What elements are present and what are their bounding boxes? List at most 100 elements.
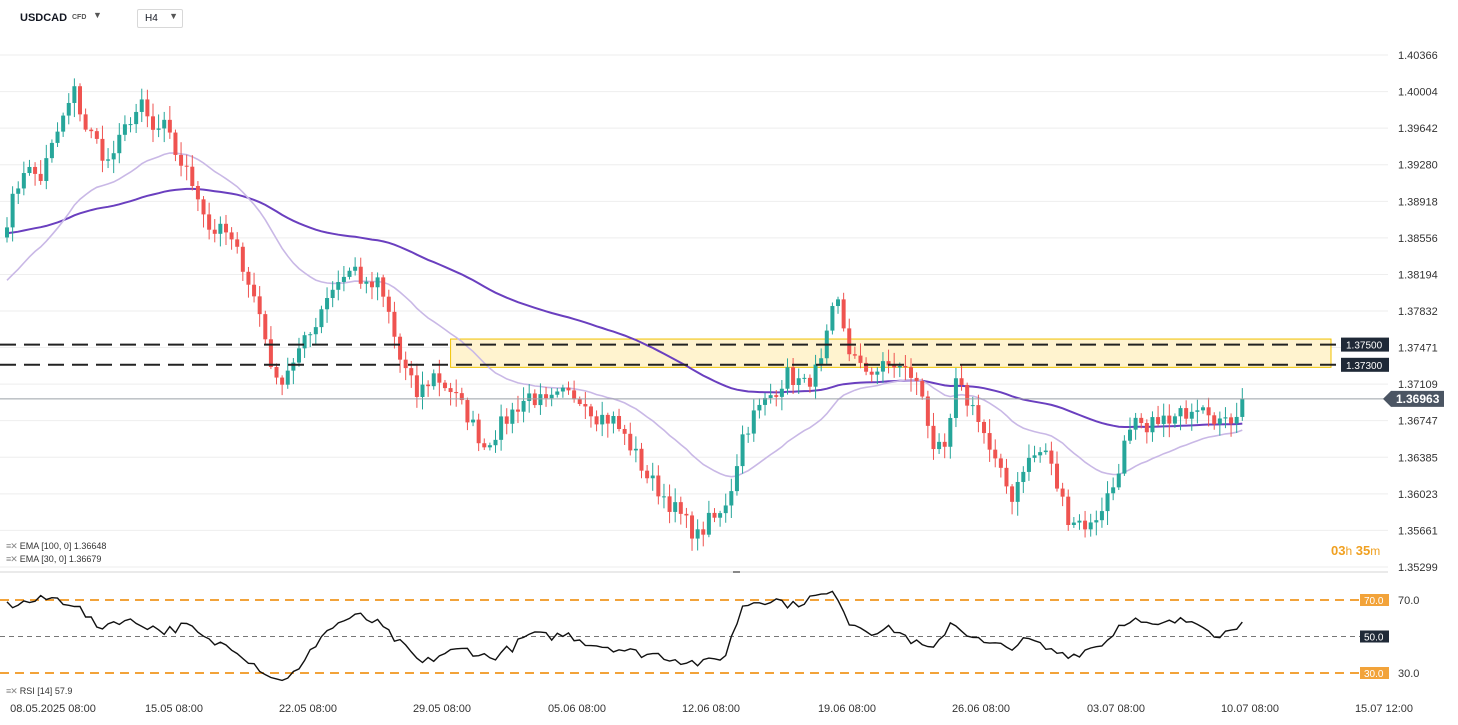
symbol-dropdown-chevron-icon[interactable]: ▼ <box>93 10 102 20</box>
candle-bearish <box>1060 488 1065 497</box>
candle-bearish <box>77 86 82 115</box>
price-tick-label: 1.37471 <box>1398 343 1438 355</box>
candle-bullish <box>122 124 127 135</box>
legend-ema100[interactable]: ≡✕ EMA [100, 0] 1.36648 <box>6 541 106 552</box>
candle-bearish <box>482 443 487 448</box>
candle-bullish <box>319 309 324 328</box>
candle-bullish <box>560 387 565 392</box>
timer-minutes-unit: m <box>1370 544 1381 558</box>
candle-bearish <box>167 119 172 133</box>
time-tick-label: 05.06 08:00 <box>548 703 606 715</box>
candle-bullish <box>16 188 21 194</box>
candle-bearish <box>1206 407 1211 416</box>
candle-bullish <box>549 394 554 399</box>
candle-bullish <box>313 327 318 335</box>
candle-bearish <box>268 339 273 368</box>
current-price-label: 1.36963 <box>1396 392 1440 406</box>
candle-bearish <box>925 396 930 426</box>
candle-bearish <box>588 406 593 417</box>
candle-bullish <box>1161 415 1166 424</box>
candle-bearish <box>100 138 105 161</box>
candle-bullish <box>1038 452 1043 456</box>
candle-bullish <box>718 513 723 518</box>
symbol-label[interactable]: USDCAD <box>20 12 68 24</box>
candle-bearish <box>398 336 403 360</box>
candle-bullish <box>1128 429 1132 441</box>
candle-bullish <box>420 384 425 397</box>
candle-bearish <box>656 475 661 497</box>
candle-bullish <box>128 124 133 126</box>
candle-bullish <box>66 102 71 116</box>
rsi-axis-label: 30.0 <box>1398 668 1419 680</box>
legend-rsi[interactable]: ≡✕ RSI [14] 57.9 <box>6 686 72 697</box>
time-tick-label: 22.05 08:00 <box>279 703 337 715</box>
candle-bearish <box>409 368 414 376</box>
candle-bullish <box>746 433 751 435</box>
settings-list-icon[interactable]: ≡✕ <box>6 554 18 564</box>
settings-list-icon[interactable]: ≡✕ <box>6 541 18 551</box>
rsi-panel: 70.0 50.0 30.0 70.0 30.0 <box>0 590 1419 682</box>
candle-bearish <box>914 377 919 381</box>
candle-bullish <box>336 281 341 290</box>
symbol-type-badge: CFD <box>72 14 87 21</box>
candle-bearish <box>246 271 251 285</box>
timer-hours: 03 <box>1331 543 1346 558</box>
candle-bullish <box>162 119 167 129</box>
candle-bearish <box>886 361 891 366</box>
candle-bearish <box>184 165 189 167</box>
candle-bullish <box>1088 522 1093 530</box>
candle-bearish <box>38 173 43 181</box>
time-tick-label: 08.05.2025 08:00 <box>10 703 96 715</box>
candle-bearish <box>566 387 571 391</box>
ema-100-line <box>6 187 1243 428</box>
timer-minutes: 35 <box>1355 543 1371 558</box>
candle-bullish <box>819 358 824 365</box>
candle-bearish <box>83 114 88 130</box>
candle-bullish <box>751 410 756 434</box>
candle-bearish <box>807 377 812 387</box>
chart-header: USDCAD CFD ▼ H4 ▼ <box>0 0 1458 36</box>
candle-bearish <box>459 393 464 401</box>
candle-bullish <box>740 434 745 467</box>
candle-bullish <box>1234 416 1239 424</box>
candle-bearish <box>212 229 217 234</box>
legend-ema30[interactable]: ≡✕ EMA [30, 0] 1.36679 <box>6 554 101 565</box>
candle-bearish <box>605 414 610 424</box>
timeframe-value: H4 <box>145 13 158 24</box>
rsi-level-tag <box>1360 667 1389 679</box>
price-levels: 1.37500 1.37300 1.36963 <box>0 337 1444 407</box>
candle-bullish <box>330 289 335 299</box>
timeframe-select[interactable]: H4 ▼ <box>137 9 183 28</box>
candle-bullish <box>768 395 773 398</box>
candle-bearish <box>1055 463 1060 489</box>
rsi-level-tag <box>1360 630 1389 643</box>
candle-bearish <box>909 367 914 378</box>
candle-bearish <box>235 239 240 247</box>
candle-bearish <box>622 428 627 434</box>
candle-bearish <box>403 359 408 369</box>
candle-bearish <box>94 131 99 139</box>
candle-bullish <box>836 299 841 307</box>
time-axis[interactable]: 08.05.2025 08:00 15.05 08:00 22.05 08:00 29… <box>10 703 1413 715</box>
candle-bullish <box>493 439 498 446</box>
candle-bearish <box>381 277 386 297</box>
price-tick-label: 1.40004 <box>1398 87 1438 99</box>
settings-list-icon[interactable]: ≡✕ <box>6 686 18 696</box>
candle-bullish <box>1122 440 1127 474</box>
candle-bearish <box>476 419 481 444</box>
level-tag <box>1341 337 1389 352</box>
candlesticks <box>5 78 1245 551</box>
candle-bearish <box>190 166 195 186</box>
timeframe-chevron-down-icon: ▼ <box>169 11 178 21</box>
candle-bearish <box>442 382 447 389</box>
candle-bearish <box>1139 417 1144 424</box>
candle-bullish <box>527 393 532 401</box>
candle-bullish <box>802 377 807 379</box>
candle-bearish <box>987 433 992 450</box>
candle-bearish <box>667 496 672 512</box>
candle-bullish <box>1150 417 1155 433</box>
candle-bearish <box>712 512 717 518</box>
price-axis[interactable]: 1.40366 1.40004 1.39642 1.39280 1.38918 1.385… <box>1398 50 1438 574</box>
candle-bullish <box>510 409 515 424</box>
